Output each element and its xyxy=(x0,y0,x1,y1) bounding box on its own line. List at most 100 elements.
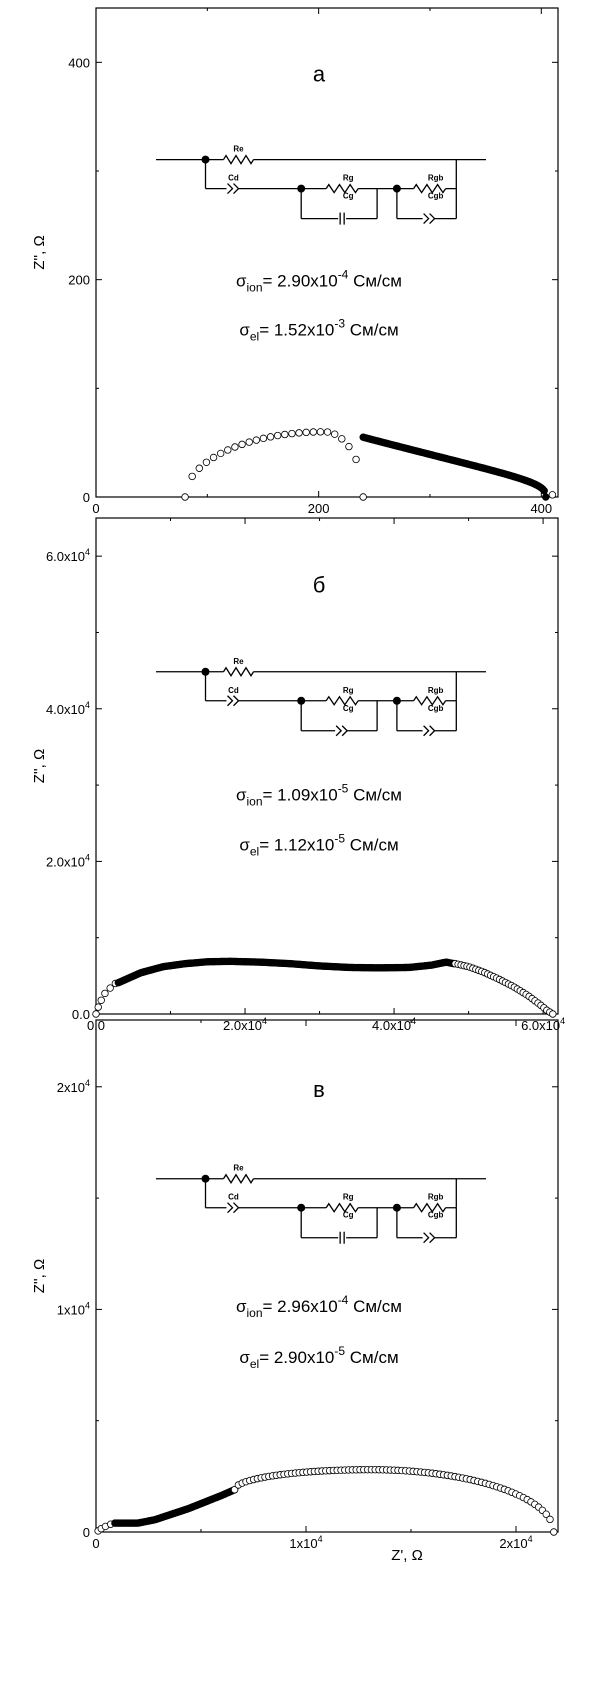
sigma-ion-mantissa: = 2.90x10 xyxy=(263,272,338,291)
data-point xyxy=(259,434,268,443)
y-tick-label: 4.0x104 xyxy=(46,700,90,717)
data-point xyxy=(231,443,239,451)
x-tick-label-mantissa: 0 xyxy=(92,1536,99,1551)
y-tick-label-mantissa: 1x10 xyxy=(57,1302,85,1317)
sigma-el-exponent: -5 xyxy=(334,1344,345,1358)
x-tick-label: 6.0x104 xyxy=(521,1016,565,1033)
circuit-label-re: Re xyxy=(233,145,244,154)
resistor-symbol xyxy=(222,1173,255,1184)
x-tick-label-mantissa: 4.0x10 xyxy=(372,1018,411,1033)
sigma-ion-symbol: σ xyxy=(236,786,247,805)
cpe-symbol xyxy=(429,725,436,737)
y-tick-label-exponent: 4 xyxy=(85,1300,90,1310)
x-tick-label-exponent: 4 xyxy=(411,1016,416,1026)
data-points xyxy=(92,957,557,1018)
y-axis-label: Z'', Ω xyxy=(31,749,48,783)
cpe-symbol xyxy=(341,725,349,737)
cpe-symbol xyxy=(227,695,234,707)
sigma-ion-exponent: -4 xyxy=(338,1293,349,1307)
sigma-ion-unit: См/см xyxy=(348,272,402,291)
series-2 xyxy=(114,957,458,987)
data-point xyxy=(202,458,211,466)
series-3 xyxy=(230,1465,558,1536)
circuit-label-rg: Rg xyxy=(343,174,354,183)
cpe-symbol xyxy=(227,1202,234,1214)
sigma-ion-symbol: σ xyxy=(236,272,247,291)
sigma-ion-exponent: -4 xyxy=(338,268,349,282)
sigma-el-symbol: σ xyxy=(239,321,250,340)
sigma-ion: σion= 1.09x10-5 См/см xyxy=(236,782,402,809)
x-tick-label: 4.0x104 xyxy=(372,1016,416,1033)
data-point xyxy=(97,996,105,1004)
y-tick-label-mantissa: 0 xyxy=(83,1525,90,1540)
circuit-label-cg: Cg xyxy=(343,1211,354,1220)
resistor-symbol xyxy=(325,1202,359,1213)
resistor-symbol xyxy=(325,695,359,706)
sigma-ion-subscript: ion xyxy=(247,281,263,295)
cpe-symbol xyxy=(429,213,436,225)
data-point xyxy=(266,433,275,441)
series-1 xyxy=(181,428,367,501)
y-tick-label-mantissa: 2.0x10 xyxy=(46,854,85,869)
circuit-label-rgb: Rgb xyxy=(428,686,444,695)
data-point xyxy=(550,1528,558,1536)
cpe-symbol xyxy=(233,183,240,195)
data-point xyxy=(359,493,367,501)
y-tick-label: 1x104 xyxy=(57,1300,90,1317)
y-tick-label: 2x104 xyxy=(57,1078,90,1095)
x-tick-label: 1x104 xyxy=(289,1534,322,1551)
cpe-symbol xyxy=(423,1232,430,1244)
y-tick-label-exponent: 4 xyxy=(85,852,90,862)
circuit-label-cd: Cd xyxy=(228,174,239,183)
data-point xyxy=(224,446,232,454)
sigma-el-exponent: -3 xyxy=(334,317,345,331)
resistor-symbol xyxy=(222,154,255,165)
equivalent-circuit-3 xyxy=(156,1173,486,1244)
data-point xyxy=(288,429,296,438)
y-tick-label-exponent: 4 xyxy=(85,1078,90,1088)
data-points xyxy=(94,1465,558,1536)
x-tick-label-mantissa: 2x10 xyxy=(499,1536,527,1551)
cpe-symbol xyxy=(335,725,343,737)
data-point xyxy=(94,1003,102,1011)
resistor-symbol xyxy=(325,183,359,194)
y-tick-label-mantissa: 0.0 xyxy=(72,1007,90,1022)
x-tick-label-exponent: 4 xyxy=(528,1534,533,1544)
circuit-label-cg: Cg xyxy=(343,192,354,201)
x-axis-label: Z', Ω xyxy=(391,1547,423,1564)
data-point xyxy=(209,453,218,462)
data-point xyxy=(549,1010,557,1018)
sigma-el-mantissa: = 1.12x10 xyxy=(259,835,334,854)
sigma-el-mantissa: = 2.90x10 xyxy=(259,1348,334,1367)
cpe-symbol xyxy=(423,725,430,737)
cpe-symbol xyxy=(227,183,234,195)
data-point xyxy=(281,430,289,439)
plot-frame xyxy=(95,7,559,498)
data-point xyxy=(273,431,282,440)
y-tick-label-exponent: 4 xyxy=(85,547,90,557)
sigma-el-exponent: -5 xyxy=(334,831,345,845)
y-tick-label: 0 xyxy=(83,490,90,505)
data-point xyxy=(542,1510,550,1518)
sigma-el-subscript: el xyxy=(250,1357,259,1371)
y-tick-label-mantissa: 4.0x10 xyxy=(46,702,85,717)
y-tick-label-exponent: 4 xyxy=(85,700,90,710)
data-point xyxy=(101,989,109,998)
circuit-label-rgb: Rgb xyxy=(428,174,444,183)
sigma-ion: σion= 2.96x10-4 См/см xyxy=(236,1293,402,1320)
sigma-el-symbol: σ xyxy=(239,1348,250,1367)
sigma-el-symbol: σ xyxy=(239,835,250,854)
data-point xyxy=(548,491,557,499)
y-tick-label-mantissa: 0 xyxy=(83,490,90,505)
x-tick-label-mantissa: 6.0x10 xyxy=(521,1018,560,1033)
y-axis-label: Z'', Ω xyxy=(31,235,48,269)
data-point xyxy=(302,428,310,437)
data-point xyxy=(352,455,360,464)
sigma-el-subscript: el xyxy=(250,844,259,858)
sigma-el-mantissa: = 1.52x10 xyxy=(259,321,334,340)
axis-ticks: 0 200 400 0 200 400 xyxy=(68,8,558,516)
sigma-ion-symbol: σ xyxy=(236,1297,247,1316)
